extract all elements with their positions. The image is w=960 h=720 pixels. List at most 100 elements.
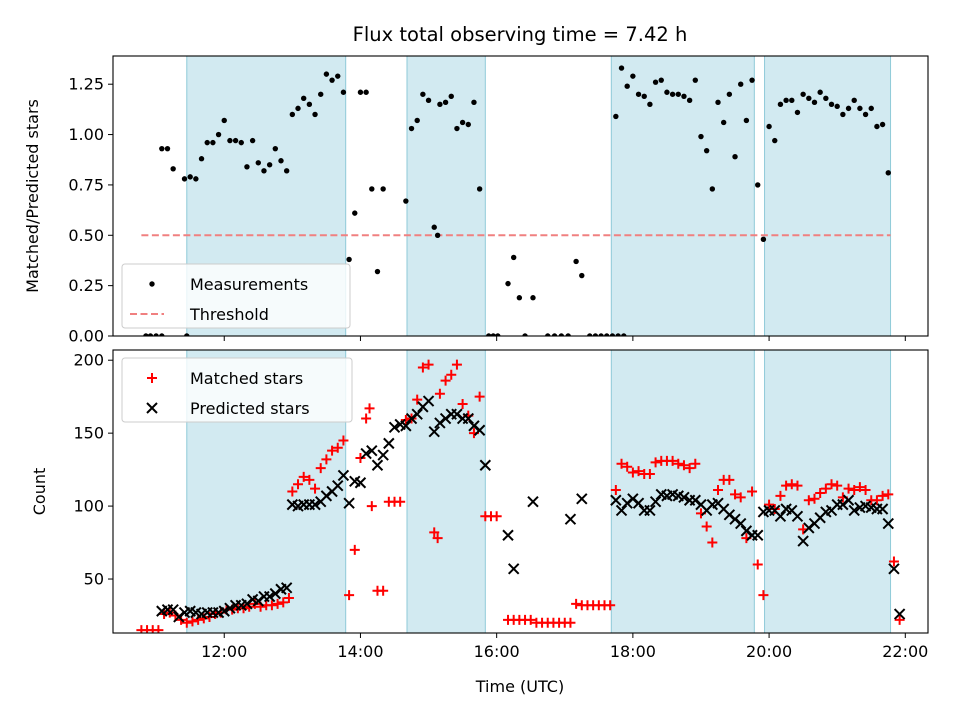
measurement-point xyxy=(329,77,335,83)
matched-star-point xyxy=(278,597,289,608)
predicted-star-point xyxy=(752,529,764,541)
matched-star-point xyxy=(678,460,689,471)
y-tick-label: 0.25 xyxy=(68,276,104,295)
predicted-star-point xyxy=(343,497,355,509)
matched-star-point xyxy=(667,455,678,466)
y-axis-label: Matched/Predicted stars xyxy=(23,99,42,293)
predicted-star-point xyxy=(280,582,293,594)
measurement-point xyxy=(709,186,716,192)
predicted-star-point xyxy=(735,517,747,530)
matched-star-point xyxy=(310,483,321,494)
predicted-star-point xyxy=(360,447,372,460)
matched-star-point xyxy=(622,461,633,472)
matched-star-point xyxy=(565,617,576,628)
predicted-star-point xyxy=(383,437,395,450)
measurement-point xyxy=(164,145,171,152)
measurement-point xyxy=(312,111,318,118)
matched-star-point xyxy=(434,388,445,399)
measurement-point xyxy=(227,137,233,144)
matched-star-point xyxy=(298,471,309,482)
measurement-point xyxy=(879,121,886,128)
matched-star-point xyxy=(440,375,451,386)
measurement-point xyxy=(794,109,801,116)
matched-star-point xyxy=(571,598,582,609)
predicted-star-point xyxy=(848,504,860,517)
matched-star-point xyxy=(883,489,894,500)
measurement-point xyxy=(431,224,437,230)
predicted-star-point xyxy=(649,496,662,508)
predicted-star-point xyxy=(366,444,378,457)
measurement-point xyxy=(658,77,664,83)
matched-star-point xyxy=(752,559,763,570)
matched-star-point xyxy=(605,600,616,611)
measurement-point xyxy=(403,198,409,204)
legend-entry-label: Matched stars xyxy=(190,369,303,388)
measurement-point xyxy=(363,89,369,95)
count-panel: 12:00 14:00 16:00 18:00 20:00 22:00 50 100 150 20… xyxy=(30,349,929,661)
measurement-point xyxy=(530,295,536,301)
measurement-point xyxy=(210,139,216,146)
measurement-point xyxy=(181,176,188,182)
matched-star-point xyxy=(474,391,485,402)
panels: 0.00 0.25 0.50 0.75 1.00 1.25 Matched/Predicte… xyxy=(23,55,929,661)
measurement-point xyxy=(318,91,324,97)
matched-star-point xyxy=(364,403,375,414)
measurement-point xyxy=(244,164,250,170)
matched-star-point xyxy=(355,452,366,463)
measurement-point xyxy=(505,280,511,287)
y-tick-label: 100 xyxy=(73,497,104,516)
matched-star-point xyxy=(860,485,871,496)
matched-star-point xyxy=(650,457,661,468)
measurement-point xyxy=(495,333,501,336)
measurement-point xyxy=(159,333,165,336)
measurement-point xyxy=(425,97,432,104)
measurement-point xyxy=(732,154,738,160)
matched-star-point xyxy=(272,598,283,609)
matched-star-point xyxy=(395,496,406,507)
measurement-point xyxy=(153,333,159,336)
measurement-point xyxy=(635,91,642,97)
matched-star-point xyxy=(871,495,882,506)
predicted-star-point xyxy=(371,459,384,471)
measurement-point xyxy=(545,333,551,336)
measurement-point xyxy=(147,333,154,336)
measurement-point xyxy=(755,182,761,188)
predicted-star-point xyxy=(354,477,367,489)
measurement-point xyxy=(609,333,616,336)
x-tick-label: 14:00 xyxy=(337,642,383,661)
matched-star-point xyxy=(525,614,536,625)
measurement-point xyxy=(490,333,496,336)
measurement-point xyxy=(221,117,227,124)
matched-star-point xyxy=(792,480,803,491)
predicted-star-point xyxy=(332,479,344,492)
matched-star-point xyxy=(610,485,621,496)
measurement-point xyxy=(811,99,818,106)
matched-star-point xyxy=(894,614,905,625)
predicted-star-point xyxy=(309,498,321,511)
matched-star-point xyxy=(832,480,843,491)
measurement-point xyxy=(598,333,604,336)
legend-matched-swatch xyxy=(147,373,157,383)
measurement-point xyxy=(618,65,625,71)
measurement-point xyxy=(777,101,784,108)
legend: Matched stars Predicted stars xyxy=(121,357,353,423)
matched-star-point xyxy=(627,467,638,478)
measurement-point xyxy=(448,93,454,99)
x-tick-label: 12:00 xyxy=(201,642,247,661)
matched-star-point xyxy=(707,537,718,548)
measurement-point xyxy=(306,101,313,108)
predicted-star-point xyxy=(473,424,486,436)
matched-star-point xyxy=(266,600,277,611)
x-axis-label: Time (UTC) xyxy=(475,677,564,696)
predicted-star-point xyxy=(791,510,804,523)
measurement-point xyxy=(766,123,772,130)
measurement-point xyxy=(551,333,558,336)
predicted-star-point xyxy=(400,420,412,432)
measurement-point xyxy=(516,295,523,301)
matched-star-point xyxy=(457,398,468,409)
measurement-point xyxy=(442,99,449,106)
predicted-star-point xyxy=(167,603,179,616)
measurement-point xyxy=(272,145,279,152)
predicted-star-point xyxy=(876,503,889,515)
